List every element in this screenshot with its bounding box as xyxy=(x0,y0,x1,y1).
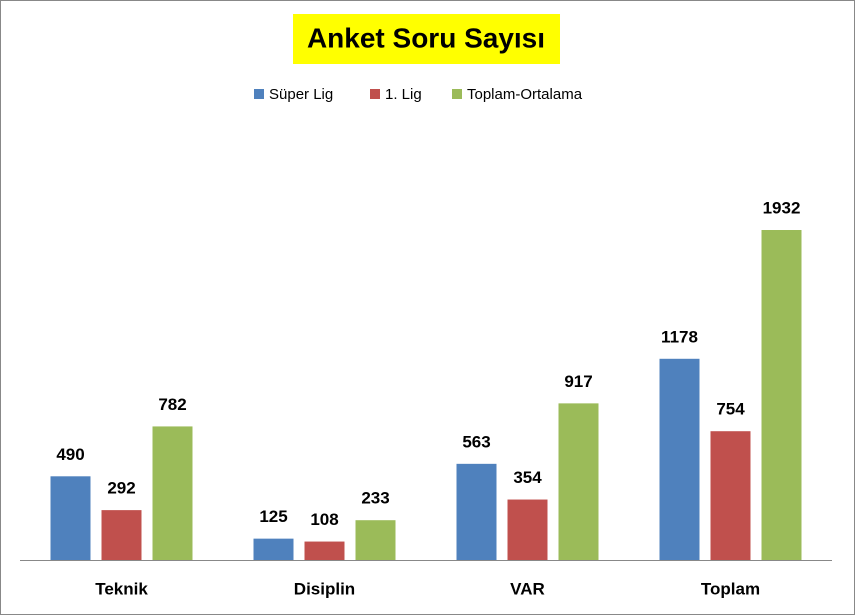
x-tick-label: Teknik xyxy=(95,579,148,598)
bar xyxy=(50,476,91,560)
data-label: 292 xyxy=(107,479,135,498)
legend-swatch xyxy=(452,89,462,99)
bar xyxy=(152,426,193,560)
bar xyxy=(507,499,548,560)
legend-label: Süper Lig xyxy=(269,86,333,103)
data-label: 782 xyxy=(158,395,186,414)
legend-label: Toplam-Ortalama xyxy=(467,86,583,103)
title-highlight xyxy=(293,14,560,64)
bar xyxy=(456,463,497,560)
data-label: 233 xyxy=(361,489,389,508)
data-label: 917 xyxy=(564,372,592,391)
data-label: 754 xyxy=(716,400,745,419)
bar xyxy=(558,403,599,560)
legend-label: 1. Lig xyxy=(385,86,422,103)
bar xyxy=(761,230,802,560)
bar xyxy=(710,431,751,560)
legend-swatch xyxy=(370,89,380,99)
data-label: 563 xyxy=(462,432,490,451)
data-label: 108 xyxy=(310,510,338,529)
legend-swatch xyxy=(254,89,264,99)
data-label: 125 xyxy=(259,507,287,526)
x-tick-label: VAR xyxy=(510,579,545,598)
bar xyxy=(304,541,345,560)
data-label: 354 xyxy=(513,468,542,487)
bar xyxy=(659,358,700,560)
bar xyxy=(101,510,142,560)
x-tick-label: Toplam xyxy=(701,579,760,598)
bar xyxy=(355,520,396,560)
data-label: 1178 xyxy=(661,327,698,346)
x-tick-label: Disiplin xyxy=(294,579,355,598)
bar xyxy=(253,538,294,560)
data-label: 1932 xyxy=(763,198,801,217)
chart-title: Anket Soru Sayısı xyxy=(307,22,545,53)
data-label: 490 xyxy=(56,445,84,464)
